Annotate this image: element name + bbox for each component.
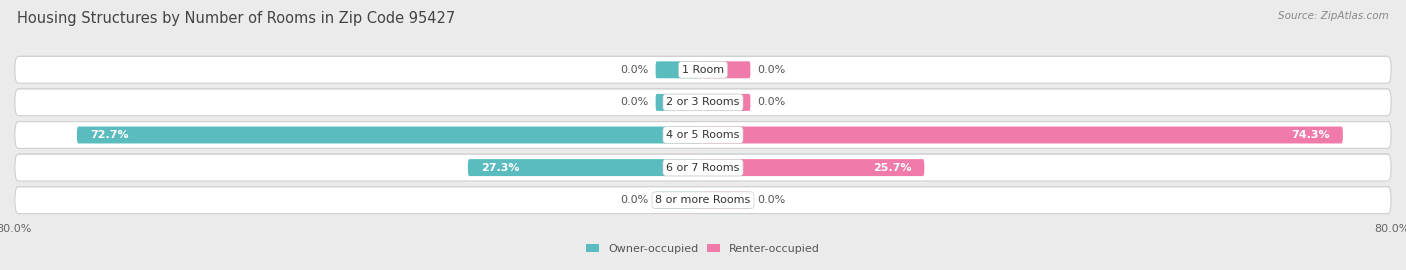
FancyBboxPatch shape: [15, 154, 1391, 181]
Text: 0.0%: 0.0%: [758, 195, 786, 205]
FancyBboxPatch shape: [15, 88, 1391, 115]
FancyBboxPatch shape: [15, 56, 1391, 83]
FancyBboxPatch shape: [703, 94, 751, 111]
Text: 1 Room: 1 Room: [682, 65, 724, 75]
Text: 0.0%: 0.0%: [758, 97, 786, 107]
FancyBboxPatch shape: [15, 187, 1391, 214]
FancyBboxPatch shape: [15, 89, 1391, 116]
FancyBboxPatch shape: [77, 127, 703, 143]
FancyBboxPatch shape: [703, 159, 924, 176]
Text: Source: ZipAtlas.com: Source: ZipAtlas.com: [1278, 11, 1389, 21]
FancyBboxPatch shape: [15, 122, 1391, 148]
FancyBboxPatch shape: [15, 121, 1391, 148]
FancyBboxPatch shape: [655, 61, 703, 78]
FancyBboxPatch shape: [15, 56, 1391, 83]
FancyBboxPatch shape: [655, 94, 703, 111]
FancyBboxPatch shape: [15, 154, 1391, 180]
FancyBboxPatch shape: [468, 159, 703, 176]
Text: 25.7%: 25.7%: [873, 163, 911, 173]
FancyBboxPatch shape: [655, 192, 703, 209]
Text: 8 or more Rooms: 8 or more Rooms: [655, 195, 751, 205]
Text: 27.3%: 27.3%: [481, 163, 519, 173]
Text: 0.0%: 0.0%: [620, 65, 648, 75]
Legend: Owner-occupied, Renter-occupied: Owner-occupied, Renter-occupied: [586, 244, 820, 254]
Text: Housing Structures by Number of Rooms in Zip Code 95427: Housing Structures by Number of Rooms in…: [17, 11, 456, 26]
Text: 72.7%: 72.7%: [90, 130, 128, 140]
Text: 74.3%: 74.3%: [1291, 130, 1330, 140]
Text: 0.0%: 0.0%: [620, 97, 648, 107]
Text: 0.0%: 0.0%: [620, 195, 648, 205]
Text: 6 or 7 Rooms: 6 or 7 Rooms: [666, 163, 740, 173]
Text: 0.0%: 0.0%: [758, 65, 786, 75]
Text: 2 or 3 Rooms: 2 or 3 Rooms: [666, 97, 740, 107]
FancyBboxPatch shape: [15, 186, 1391, 213]
FancyBboxPatch shape: [703, 61, 751, 78]
FancyBboxPatch shape: [703, 192, 751, 209]
Text: 4 or 5 Rooms: 4 or 5 Rooms: [666, 130, 740, 140]
FancyBboxPatch shape: [703, 127, 1343, 143]
